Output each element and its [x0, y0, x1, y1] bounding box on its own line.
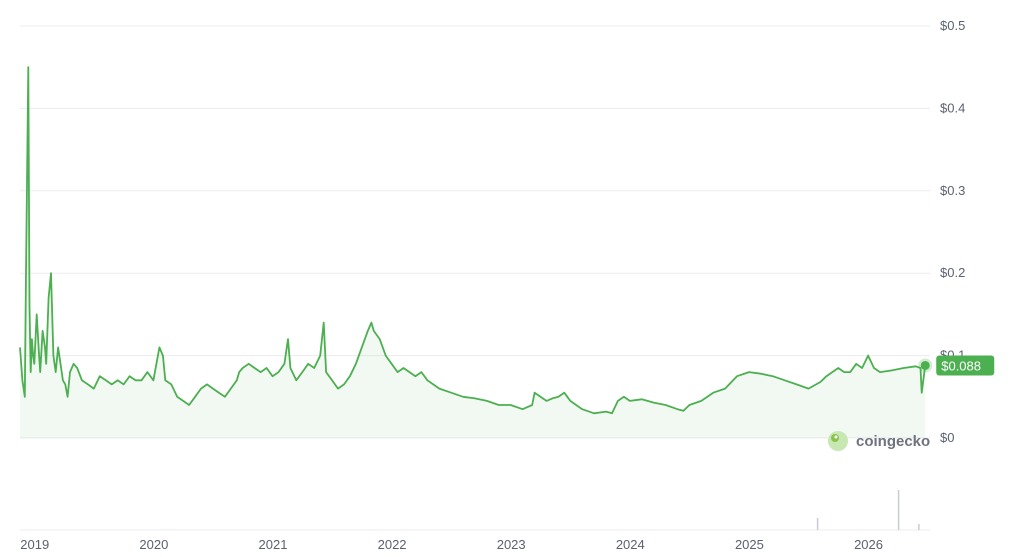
brand-name: coingecko — [856, 433, 930, 450]
y-tick-label: $0 — [940, 430, 954, 445]
x-tick-label: 2026 — [854, 537, 883, 552]
gecko-icon — [828, 431, 848, 451]
gecko-icon-pupil — [834, 435, 838, 439]
last-point-dot — [920, 360, 930, 370]
x-tick-label: 2022 — [378, 537, 407, 552]
volume-bars — [816, 490, 920, 530]
grid-lines — [20, 25, 930, 531]
x-tick-label: 2024 — [616, 537, 645, 552]
y-axis-ticks: $0$0.1$0.2$0.3$0.4$0.5 — [940, 18, 965, 445]
volume-bar — [816, 518, 819, 530]
y-tick-label: $0.4 — [940, 100, 965, 115]
last-price-badge — [936, 355, 995, 376]
x-tick-label: 2019 — [20, 537, 49, 552]
y-tick-label: $0.5 — [940, 18, 965, 33]
last-price-label: $0.088 — [941, 358, 981, 373]
y-tick-label: $0.3 — [940, 183, 965, 198]
last-price-marker: $0.088 — [918, 355, 995, 376]
price-series-line — [19, 66, 927, 415]
coingecko-watermark: coingecko — [828, 431, 930, 451]
x-tick-label: 2020 — [139, 537, 168, 552]
volume-bar — [897, 490, 900, 530]
price-area — [20, 67, 926, 438]
x-tick-label: 2025 — [735, 537, 764, 552]
y-tick-label: $0.2 — [940, 265, 965, 280]
x-tick-label: 2021 — [259, 537, 288, 552]
volume-bar — [918, 524, 920, 530]
price-area-fill — [20, 67, 926, 438]
price-line — [19, 66, 927, 415]
x-axis-ticks: 2019 2020 2021 2022 2023 2024 2025 2026 — [20, 537, 883, 552]
x-tick-label: 2023 — [497, 537, 526, 552]
